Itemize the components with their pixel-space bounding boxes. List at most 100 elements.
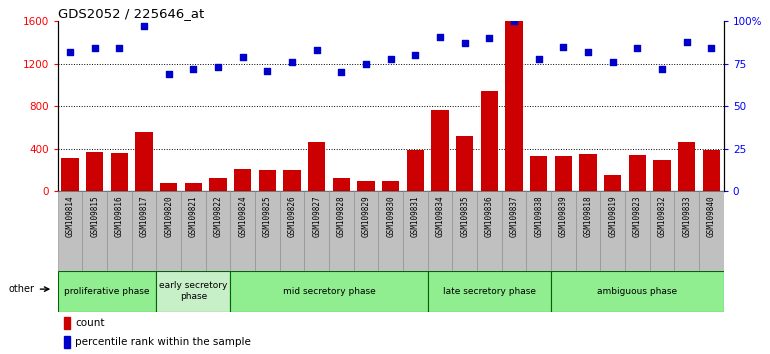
Point — [89, 46, 101, 51]
Point — [384, 56, 397, 62]
Bar — [428, 191, 453, 271]
Bar — [699, 191, 724, 271]
Bar — [65, 336, 70, 348]
Point — [310, 47, 323, 53]
Text: GSM109834: GSM109834 — [436, 195, 444, 237]
Text: GSM109827: GSM109827 — [313, 195, 321, 237]
Bar — [82, 191, 107, 271]
Bar — [505, 20, 523, 191]
Text: ambiguous phase: ambiguous phase — [598, 287, 678, 296]
Text: GDS2052 / 225646_at: GDS2052 / 225646_at — [58, 7, 204, 20]
Text: early secretory
phase: early secretory phase — [159, 281, 228, 301]
Bar — [185, 183, 202, 191]
Point — [64, 49, 76, 55]
Bar — [234, 169, 251, 191]
Text: GSM109819: GSM109819 — [608, 195, 618, 237]
Bar — [675, 191, 699, 271]
Bar — [629, 155, 646, 191]
Text: GSM109828: GSM109828 — [337, 195, 346, 237]
Bar — [378, 191, 403, 271]
Bar — [156, 191, 181, 271]
Point — [582, 49, 594, 55]
Text: late secretory phase: late secretory phase — [443, 287, 536, 296]
Text: proliferative phase: proliferative phase — [65, 287, 150, 296]
Bar — [678, 142, 695, 191]
Bar — [107, 191, 132, 271]
Point — [557, 44, 570, 50]
Bar — [456, 136, 474, 191]
Point — [113, 46, 126, 51]
Bar — [333, 178, 350, 191]
Bar — [407, 150, 424, 191]
Bar — [357, 181, 375, 191]
Bar — [654, 160, 671, 191]
Point — [656, 66, 668, 72]
Bar — [255, 191, 280, 271]
Point — [286, 59, 298, 65]
Point — [484, 35, 496, 41]
Text: GSM109831: GSM109831 — [411, 195, 420, 237]
Point — [459, 40, 471, 46]
Bar — [304, 191, 329, 271]
Point — [681, 39, 693, 45]
Text: GSM109835: GSM109835 — [460, 195, 469, 237]
Point — [508, 18, 521, 24]
Bar — [132, 191, 156, 271]
Bar — [403, 191, 428, 271]
Bar — [382, 181, 400, 191]
Point — [705, 46, 718, 51]
Point — [607, 59, 619, 65]
Point — [335, 69, 347, 75]
Text: GSM109815: GSM109815 — [90, 195, 99, 237]
FancyBboxPatch shape — [58, 271, 156, 312]
Bar — [431, 110, 449, 191]
Point — [162, 71, 175, 77]
Bar — [280, 191, 304, 271]
Bar — [576, 191, 601, 271]
Text: GSM109817: GSM109817 — [139, 195, 149, 237]
Text: percentile rank within the sample: percentile rank within the sample — [75, 337, 251, 347]
Bar — [329, 191, 353, 271]
Bar — [453, 191, 477, 271]
Bar — [259, 171, 276, 191]
Text: GSM109814: GSM109814 — [65, 195, 75, 237]
Bar — [551, 191, 576, 271]
Bar — [601, 191, 625, 271]
Bar — [625, 191, 650, 271]
Bar — [353, 191, 378, 271]
Bar — [65, 316, 70, 329]
Point — [533, 56, 545, 62]
Text: GSM109837: GSM109837 — [510, 195, 519, 237]
Text: GSM109823: GSM109823 — [633, 195, 642, 237]
Point — [410, 52, 422, 58]
Text: GSM109821: GSM109821 — [189, 195, 198, 237]
Bar — [206, 191, 230, 271]
Point — [212, 64, 224, 70]
Text: count: count — [75, 318, 105, 327]
Bar — [62, 158, 79, 191]
Text: GSM109824: GSM109824 — [238, 195, 247, 237]
Point — [187, 66, 199, 72]
Bar — [160, 183, 177, 191]
Point — [236, 54, 249, 60]
Text: GSM109833: GSM109833 — [682, 195, 691, 237]
Bar — [604, 175, 621, 191]
Bar — [477, 191, 502, 271]
Bar — [580, 154, 597, 191]
Bar — [308, 142, 326, 191]
FancyBboxPatch shape — [156, 271, 230, 312]
Point — [138, 23, 150, 29]
Text: GSM109829: GSM109829 — [362, 195, 370, 237]
Text: mid secretory phase: mid secretory phase — [283, 287, 376, 296]
Text: GSM109836: GSM109836 — [485, 195, 494, 237]
Text: GSM109822: GSM109822 — [213, 195, 223, 237]
Text: GSM109818: GSM109818 — [584, 195, 593, 237]
Bar — [283, 171, 301, 191]
Text: GSM109826: GSM109826 — [288, 195, 296, 237]
Bar — [531, 156, 547, 191]
Text: GSM109816: GSM109816 — [115, 195, 124, 237]
Bar — [230, 191, 255, 271]
Text: GSM109840: GSM109840 — [707, 195, 716, 237]
Text: GSM109839: GSM109839 — [559, 195, 568, 237]
Text: GSM109838: GSM109838 — [534, 195, 544, 237]
